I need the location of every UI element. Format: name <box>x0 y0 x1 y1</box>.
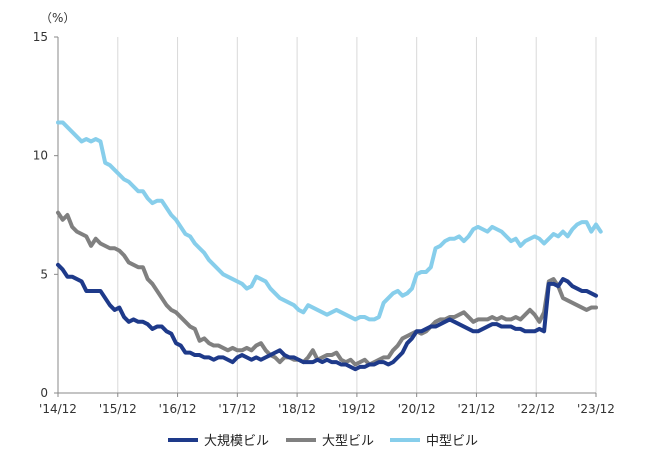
y-axis-unit-label: （%） <box>40 11 75 25</box>
legend-item-large: 大型ビル <box>286 434 374 449</box>
x-tick-label: '21/12 <box>457 402 495 416</box>
x-tick-label: '23/12 <box>577 402 615 416</box>
x-tick-label: '15/12 <box>99 402 137 416</box>
series-line-2 <box>56 120 603 322</box>
legend-item-large-scale: 大規模ビル <box>168 434 269 449</box>
gridlines <box>117 37 597 393</box>
legend-item-medium: 中型ビル <box>390 434 478 449</box>
y-tick-label: 0 <box>40 386 48 400</box>
series-line-0 <box>56 262 598 372</box>
legend-label-large: 大型ビル <box>322 434 374 449</box>
series-line-1 <box>56 210 598 367</box>
x-tick-label: '16/12 <box>159 402 197 416</box>
y-axis-ticks: 0 5 10 15 <box>33 30 58 400</box>
x-tick-label: '22/12 <box>517 402 555 416</box>
x-tick-label: '20/12 <box>398 402 436 416</box>
legend-label-medium: 中型ビル <box>426 434 478 449</box>
legend-label-large-scale: 大規模ビル <box>204 434 269 449</box>
x-tick-label: '18/12 <box>278 402 316 416</box>
x-tick-label: '17/12 <box>218 402 256 416</box>
x-axis-ticks: '14/12 '15/12 '16/12 '17/12 '18/12 '19/12 '20/… <box>39 393 615 416</box>
legend: 大規模ビル 大型ビル 中型ビル <box>168 434 478 449</box>
y-tick-label: 5 <box>40 267 48 281</box>
y-tick-label: 15 <box>33 30 48 44</box>
x-tick-label: '19/12 <box>338 402 376 416</box>
axes <box>57 37 596 394</box>
y-tick-label: 10 <box>33 149 48 163</box>
series-lines <box>56 120 603 372</box>
x-tick-label: '14/12 <box>39 402 77 416</box>
